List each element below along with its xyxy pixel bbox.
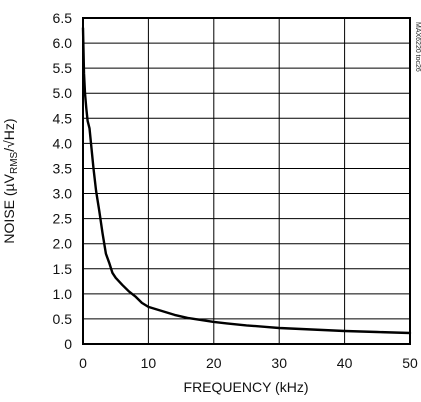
y-tick-label: 0 [64, 336, 72, 352]
y-tick-label: 0.5 [53, 311, 73, 327]
figure-code-label: MAX6220 toc26 [414, 22, 421, 72]
y-tick-label: 4.5 [53, 110, 73, 126]
y-tick-label: 3.0 [53, 186, 73, 202]
y-tick-labels: 0 0.5 1.0 1.5 2.0 2.5 3.0 3.5 4.0 4.5 5.0 5.5 6.0 6.5 [53, 10, 73, 352]
y-tick-label: 2.0 [53, 236, 73, 252]
y-axis-label-main: NOISE (µV [1, 173, 17, 243]
x-tick-label: 30 [271, 355, 287, 371]
x-tick-label: 20 [206, 355, 222, 371]
plot-frame [82, 17, 411, 345]
y-tick-label: 1.5 [53, 261, 73, 277]
y-tick-label: 5.0 [53, 85, 73, 101]
y-tick-label: 4.0 [53, 135, 73, 151]
x-tick-label: 10 [141, 355, 157, 371]
x-tick-label: 40 [337, 355, 353, 371]
y-tick-label: 5.5 [53, 60, 73, 76]
y-tick-label: 6.0 [53, 35, 73, 51]
series-layer [81, 26, 412, 335]
x-axis-label: FREQUENCY (kHz) [184, 379, 309, 395]
y-axis-label-sub: RMS [9, 151, 20, 174]
y-tick-label: 3.5 [53, 160, 73, 176]
y-axis-label-tail: /√Hz) [1, 118, 17, 151]
y-tick-label: 1.0 [53, 286, 73, 302]
y-tick-label: 2.5 [53, 211, 73, 227]
series-line-0 [81, 26, 412, 335]
y-tick-label: 6.5 [53, 10, 73, 26]
x-tick-label: 50 [402, 355, 418, 371]
x-tick-labels: 0 10 20 30 40 50 [79, 355, 418, 371]
y-axis-label: NOISE (µVRMS/√Hz) [1, 118, 20, 243]
x-tick-label: 0 [79, 355, 87, 371]
